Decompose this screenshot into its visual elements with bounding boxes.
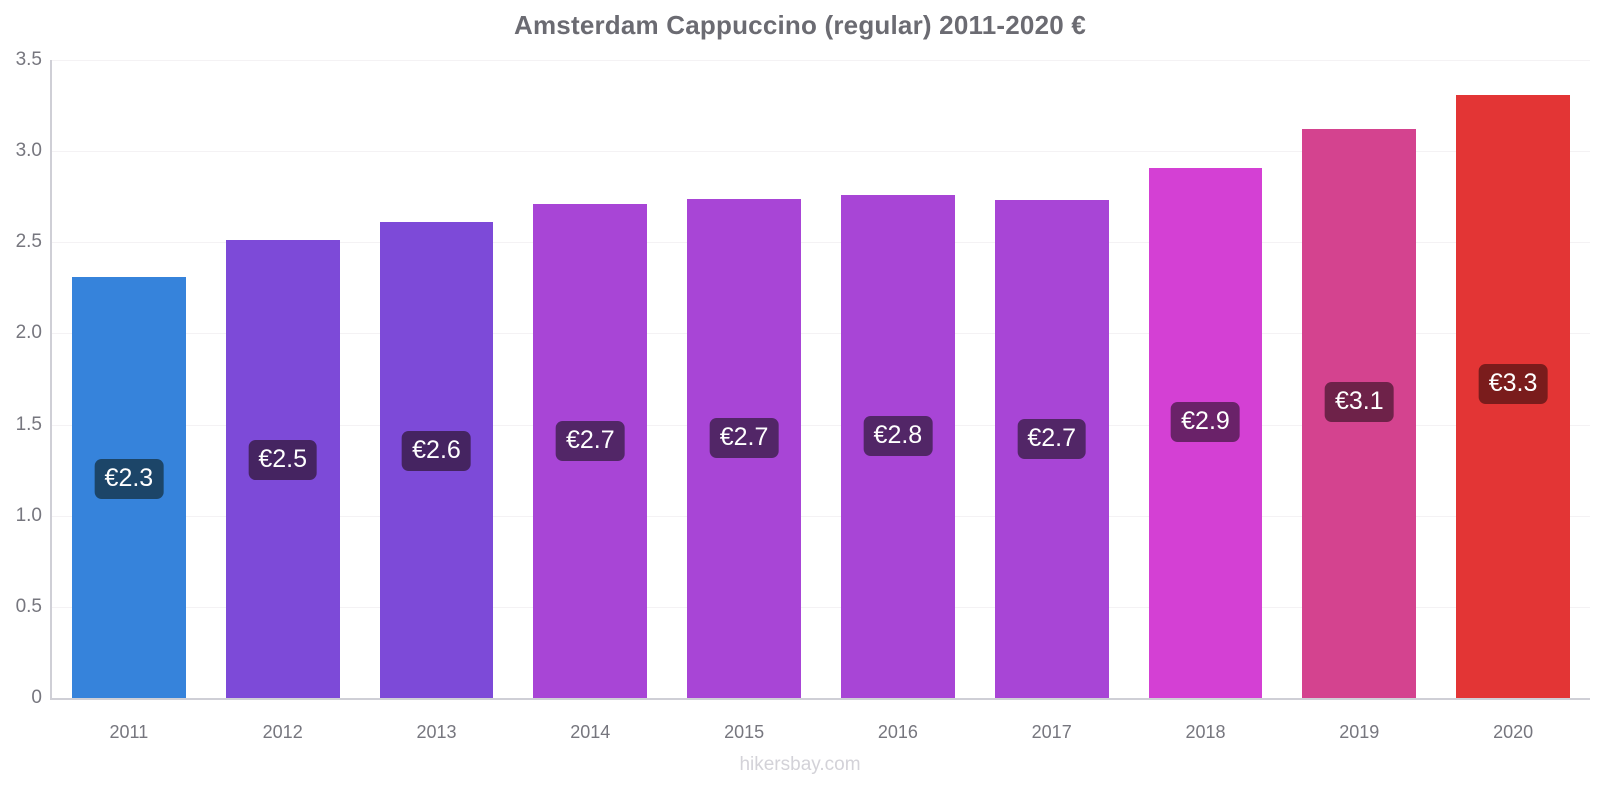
y-axis-tick-label: 2.5 bbox=[15, 231, 42, 253]
bar-value-label: €2.8 bbox=[863, 416, 933, 457]
gridline bbox=[52, 333, 1590, 335]
bar[interactable]: €2.8 bbox=[840, 194, 955, 698]
x-axis-tick-label: 2018 bbox=[1185, 722, 1226, 742]
gridline bbox=[52, 424, 1590, 426]
bar-value-label: €2.3 bbox=[94, 459, 164, 500]
gridline bbox=[52, 606, 1590, 608]
bar-column[interactable]: €2.8 bbox=[840, 60, 955, 698]
x-axis-tick-label: 2016 bbox=[877, 722, 918, 742]
x-axis-tick-label: 2014 bbox=[570, 722, 611, 742]
y-axis-tick-label: 1.5 bbox=[15, 413, 42, 435]
bar-value-label: €2.7 bbox=[1017, 419, 1087, 460]
x-axis-tick-label: 2019 bbox=[1339, 722, 1380, 742]
bar[interactable]: €2.7 bbox=[994, 200, 1109, 698]
bar[interactable]: €2.3 bbox=[71, 276, 186, 698]
bar-value-label: €2.6 bbox=[402, 430, 471, 471]
bar[interactable]: €2.9 bbox=[1148, 167, 1263, 698]
x-axis-tick-label: 2020 bbox=[1493, 722, 1534, 742]
plot-area: €2.3 €2.5 €2.6 €2.7 €2.7 €2.8 €2.7 €2.9 €3.1 €3.3 bbox=[52, 60, 1590, 698]
bar[interactable]: €2.6 bbox=[379, 222, 494, 698]
x-axis-line bbox=[50, 698, 1590, 700]
bar-column[interactable]: €2.7 bbox=[533, 60, 648, 698]
bar-column[interactable]: €2.3 bbox=[71, 60, 186, 698]
bar-column[interactable]: €2.7 bbox=[687, 60, 801, 698]
y-axis-tick-label: 0 bbox=[31, 687, 42, 708]
bar-value-label: €3.3 bbox=[1478, 364, 1548, 405]
gridlines bbox=[52, 0, 1590, 800]
bar-column[interactable]: €2.6 bbox=[379, 60, 494, 698]
y-axis-tick-label: 1.0 bbox=[15, 504, 42, 526]
x-axis-tick-label: 2012 bbox=[262, 722, 303, 742]
chart-title: Amsterdam Cappuccino (regular) 2011-2020… bbox=[514, 10, 1086, 40]
y-axis-tick-label: 3.5 bbox=[15, 49, 42, 70]
bar-column[interactable]: €3.1 bbox=[1302, 60, 1417, 698]
bar-value-label: €2.7 bbox=[709, 418, 779, 459]
gridline bbox=[52, 515, 1590, 517]
bar[interactable]: €3.1 bbox=[1302, 129, 1417, 698]
y-axis-line bbox=[50, 60, 52, 700]
bar-value-label: €2.9 bbox=[1171, 402, 1240, 443]
bar-value-label: €2.7 bbox=[555, 421, 625, 462]
gridline bbox=[52, 60, 1590, 61]
bar-column[interactable]: €2.5 bbox=[225, 60, 340, 698]
bar[interactable]: €2.7 bbox=[687, 198, 801, 698]
bar-column[interactable]: €2.7 bbox=[994, 60, 1109, 698]
y-axis-tick-label: 0.5 bbox=[15, 595, 42, 617]
bar[interactable]: €2.7 bbox=[533, 204, 648, 698]
bar-value-label: €3.1 bbox=[1324, 382, 1394, 423]
x-axis-tick-label: 2013 bbox=[416, 722, 457, 742]
y-axis-tick-label: 2.0 bbox=[15, 322, 42, 344]
x-axis-tick-label: 2011 bbox=[109, 722, 149, 742]
bar-column[interactable]: €3.3 bbox=[1456, 60, 1570, 698]
bar-value-label: €2.5 bbox=[248, 440, 318, 481]
chart-source-watermark: hikersbay.com bbox=[739, 754, 861, 775]
x-axis-tick-label: 2017 bbox=[1031, 722, 1072, 742]
x-axis-tick-label: 2015 bbox=[724, 722, 765, 742]
bar[interactable]: €2.5 bbox=[225, 240, 340, 698]
y-axis-tick-label: 3.0 bbox=[15, 140, 42, 162]
gridline bbox=[52, 151, 1590, 153]
gridline bbox=[52, 242, 1590, 244]
bar[interactable]: €3.3 bbox=[1456, 94, 1570, 698]
bar-column[interactable]: €2.9 bbox=[1148, 60, 1263, 698]
